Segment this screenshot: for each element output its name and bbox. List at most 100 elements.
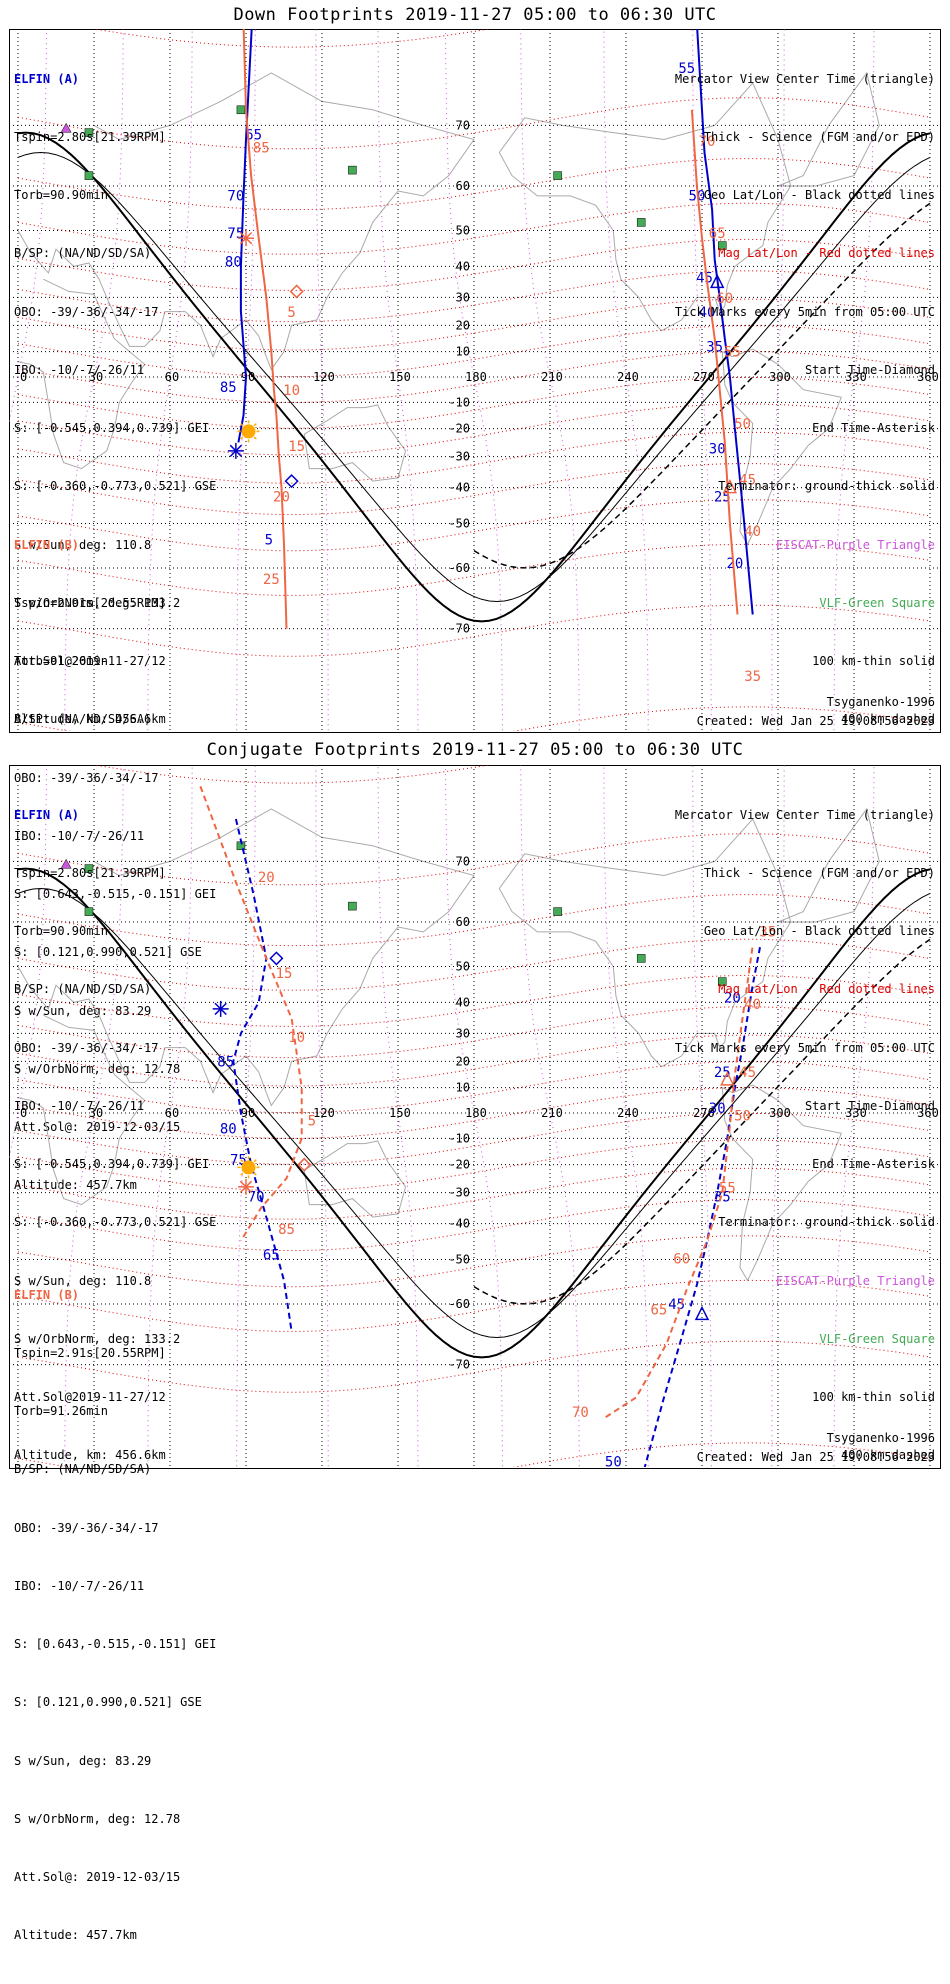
legend-entry: Start Time-Diamond [804, 362, 935, 377]
legend-entry: EISCAT-Purple Triangle [776, 1273, 935, 1288]
coastline [777, 807, 880, 923]
legend-entry: Tick Marks every 5min from 05:00 UTC [674, 1040, 935, 1055]
center-time-triangle [709, 273, 725, 289]
track-tick-label: 85 [278, 1222, 295, 1238]
elfin-b-label: ELFIN (B) [14, 1287, 80, 1302]
elfin-b-line: Tspin=2.91s[20.55RPM] [14, 596, 166, 611]
lat-tick-label: -20 [448, 422, 470, 436]
elfin-a-line: S: [-0.545,0.394,0.739] GEI [14, 421, 210, 436]
map-panel-down: 0 30 60 90 120 150 180 210 240 270 300 330 360 70 60 50… [9, 29, 941, 1192]
track-tick-label: 70 [248, 1190, 265, 1206]
elfin-b-line: Att.Sol@: 2019-12-03/15 [14, 1870, 181, 1884]
coastline [498, 818, 792, 1068]
lon-tick-label: 300 [769, 370, 791, 384]
elfin-b-line: Torb=91.26min [14, 1404, 108, 1419]
terminator-400km [473, 938, 931, 1305]
track-tick-label: 40 [744, 997, 761, 1013]
lon-tick-label: 300 [769, 1106, 791, 1120]
elfin-a-line: B/SP: (NA/ND/SD/SA) [14, 246, 152, 261]
mag-meridian [520, 29, 580, 731]
track-tick-label: 30 [709, 1101, 726, 1117]
elfin-a-line: S: [-0.545,0.394,0.739] GEI [14, 1157, 210, 1172]
track-tick-label: 65 [709, 226, 726, 242]
mag-meridian [147, 765, 193, 1467]
lat-tick-label: -20 [448, 1158, 470, 1172]
coastline [721, 1084, 842, 1282]
sun-ray [253, 423, 257, 427]
lon-tick-label: 330 [845, 370, 867, 384]
track-tick-label: 5 [308, 1114, 316, 1130]
end-time-asterisk [239, 231, 253, 245]
footprint-track [237, 29, 253, 443]
legend-entry: End Time-Asterisk [812, 421, 935, 436]
track-tick-label: 30 [709, 442, 726, 458]
lon-tick-label: 150 [389, 1106, 411, 1120]
terminator-400km [473, 202, 931, 569]
lat-tick-label: 70 [456, 854, 470, 868]
track-tick-label: 35 [714, 1190, 731, 1206]
lat-tick-label: -10 [448, 395, 470, 409]
track-tick-label: 45 [668, 1297, 685, 1313]
mag-meridian [445, 765, 503, 1467]
lat-tick-label: 70 [456, 118, 470, 132]
elfin-a-line: Att.Sol@2019-11-27/12 [14, 1390, 166, 1404]
terminator-ground [17, 131, 931, 623]
eiscat-station-marker [60, 858, 72, 869]
elfin-b-line: S: [0.121,0.990,0.521] GSE [14, 945, 202, 960]
elfin-b-line: S: [0.643,-0.515,-0.151] GEI [14, 1637, 217, 1652]
vlf-station-marker [718, 977, 727, 986]
start-time-diamond [284, 474, 299, 489]
legend-entry: Thick - Science (FGM and/or EPD) [703, 866, 935, 881]
vlf-station-marker [636, 218, 646, 227]
elfin-a-line: S w/Sun, deg: 110.8 [14, 1273, 152, 1288]
coastline [303, 1140, 407, 1218]
legend-right: Mercator View Center Time (triangle) Thi… [675, 767, 935, 1504]
lon-tick-label: 180 [465, 370, 487, 384]
elfin-a-line: Altitude, km: 456.6km [14, 1448, 166, 1463]
legend-entry: Mag Lat/Lon - Red dotted lines [718, 982, 935, 997]
mag-meridian [603, 29, 649, 731]
lat-tick-label: -70 [448, 1358, 470, 1372]
start-time-diamond [297, 1157, 312, 1172]
lat-tick-label: -60 [448, 1297, 470, 1311]
lon-tick-label: 210 [541, 1106, 563, 1120]
map-layer: 0 30 60 90 120 150 180 210 240 270 300 330 360 70 60 50… [9, 29, 939, 731]
created-label: Created: Wed Jan 25 19:08:56 2023 [696, 714, 935, 728]
map-frame [9, 765, 941, 1469]
track-tick-label: 55 [719, 1181, 736, 1197]
elfin-a-label: ELFIN (A) [14, 807, 80, 822]
track-tick-label: 70 [572, 1405, 589, 1421]
track-tick-label: 10 [288, 1030, 305, 1046]
elfin-b-line: B/SP: (NA/ND/SD/SA) [14, 1462, 152, 1477]
elfin-b-info: ELFIN (B) Tspin=2.91s[20.55RPM] Torb=91.… [14, 497, 216, 1234]
legend-entry: Start Time-Diamond [804, 1098, 935, 1113]
lat-tick-label: 20 [456, 318, 470, 332]
track-tick-label: 50 [734, 417, 751, 433]
track-tick-label: 55 [678, 61, 695, 77]
elfin-a-line: OBO: -39/-36/-34/-17 [14, 1040, 159, 1055]
lat-tick-label: 40 [456, 259, 470, 273]
legend-right: Mercator View Center Time (triangle) Thi… [675, 31, 935, 768]
track-tick-label: 60 [716, 291, 733, 307]
elfin-a-line: Tspin=2.80s[21.39RPM] [14, 130, 166, 145]
elfin-b-line: S w/Sun, deg: 83.29 [14, 1003, 152, 1018]
legend-entry: EISCAT-Purple Triangle [776, 537, 935, 552]
lon-tick-label: 330 [845, 1106, 867, 1120]
track-tick-label: 45 [696, 270, 713, 286]
terminator-ground [17, 867, 931, 1359]
sun-ray [240, 423, 244, 427]
lat-tick-label: 50 [456, 223, 470, 237]
mag-meridian [445, 29, 503, 731]
lat-tick-label: -50 [448, 1253, 470, 1267]
elfin-b-line: OBO: -39/-36/-34/-17 [14, 1520, 159, 1535]
mag-meridian [520, 765, 580, 1467]
lat-tick-label: -40 [448, 481, 470, 495]
track-tick-label: 50 [734, 1109, 751, 1125]
elfin-a-line: S: [-0.360,-0.773,0.521] GSE [14, 479, 217, 494]
mag-meridian [147, 29, 193, 731]
lat-tick-label: 10 [456, 345, 470, 359]
footprint-track [232, 818, 293, 1332]
lat-tick-label: 30 [456, 1026, 470, 1040]
lat-tick-label: 30 [456, 290, 470, 304]
center-time-triangle [720, 1071, 735, 1086]
